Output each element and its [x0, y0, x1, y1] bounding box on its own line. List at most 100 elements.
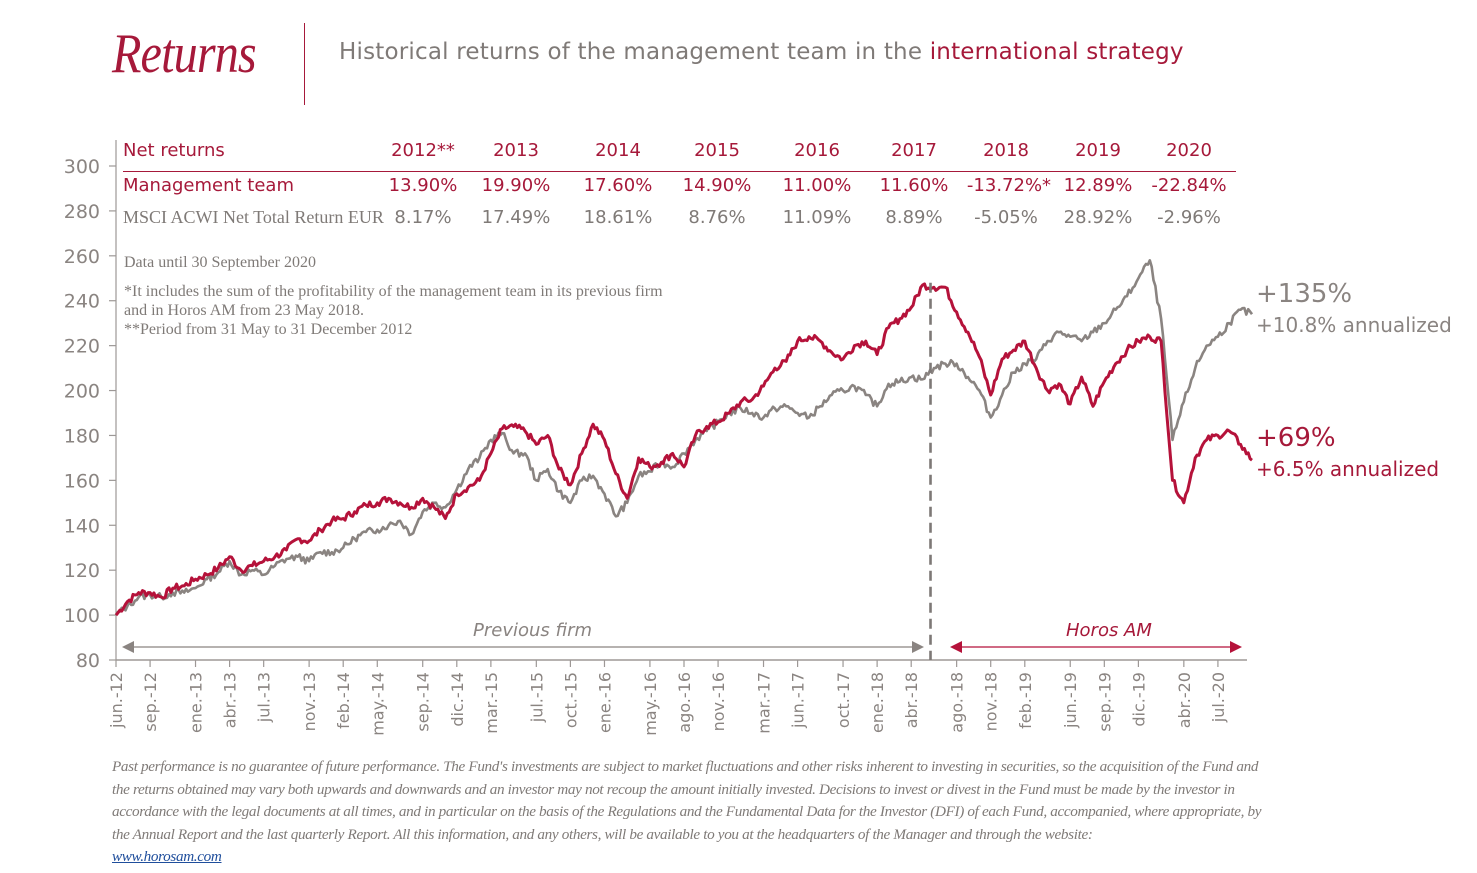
table-cell: 11.60% [879, 175, 949, 196]
arrow-left-icon [122, 641, 134, 653]
subtitle-highlight: international strategy [929, 39, 1184, 65]
x-tick-label: feb.-14 [334, 672, 353, 729]
table-cell: 11.00% [782, 175, 852, 196]
y-tick-label: 300 [64, 156, 100, 178]
table-cell: 28.92% [1063, 207, 1133, 228]
data-until-note: Data until 30 September 2020 [124, 254, 316, 271]
series-layer [114, 259, 1254, 617]
table-year: 2012** [391, 140, 455, 161]
x-tick-label: oct.-17 [834, 672, 853, 728]
horos-am-label: Horos AM [1066, 620, 1152, 641]
title-divider [304, 23, 305, 105]
table-cell: 12.89% [1063, 175, 1133, 196]
table-year: 2016 [794, 140, 840, 161]
previous-firm-label: Previous firm [473, 620, 593, 641]
table-header-label: Net returns [123, 140, 225, 161]
table-year: 2018 [983, 140, 1029, 161]
x-tick-label: abr.-18 [902, 672, 921, 728]
page-title: Returns [112, 23, 257, 85]
table-cell: -5.05% [974, 207, 1038, 228]
y-tick-label: 140 [64, 515, 100, 537]
returns-table-header: Net returns 2012** 2013 2014 2015 2016 2… [123, 140, 1236, 166]
x-tick-label: nov.-16 [709, 672, 728, 731]
x-tick-label: jul.-15 [527, 672, 546, 723]
row-label: MSCI ACWI Net Total Return EUR [123, 207, 384, 227]
y-tick-label: 160 [64, 470, 100, 492]
footnote-1-line-1: *It includes the sum of the profitabilit… [124, 283, 663, 300]
marker-layer [122, 282, 1242, 660]
x-tick-label: dic.-14 [448, 672, 467, 727]
y-axis: 80 100 120 140 160 180 200 220 240 260 280 300 [64, 140, 117, 672]
y-tick-label: 220 [64, 336, 100, 358]
table-cell: 19.90% [481, 175, 551, 196]
y-tick-label: 260 [64, 246, 100, 268]
footnote-2: **Period from 31 May to 31 December 2012 [124, 321, 413, 338]
table-cell: 18.61% [583, 207, 653, 228]
table-year: 2013 [493, 140, 539, 161]
subtitle-prefix: Historical returns of the management tea… [339, 39, 930, 65]
disclaimer-text: Past performance is no guarantee of futu… [112, 758, 1262, 843]
x-tick-label: ene.-16 [595, 672, 614, 733]
x-tick-label: mar.-17 [755, 672, 774, 734]
page-subtitle: Historical returns of the management tea… [339, 39, 1184, 65]
y-tick-label: 120 [64, 560, 100, 582]
x-tick-label: nov.-18 [982, 672, 1001, 731]
x-tick-label: sep.-19 [1095, 672, 1114, 732]
table-year: 2015 [694, 140, 740, 161]
x-tick-label: sep.-12 [141, 672, 160, 732]
table-year: 2019 [1075, 140, 1121, 161]
website-link[interactable]: www.horosam.com [112, 848, 222, 865]
y-tick-label: 240 [64, 291, 100, 313]
arrow-left-icon [950, 641, 962, 653]
series-line-msci [114, 259, 1254, 616]
x-tick-label: jul.-13 [255, 672, 274, 723]
mgmt-total-return-label: +69% [1256, 423, 1336, 453]
x-tick-label: jul.-20 [1209, 672, 1228, 723]
x-axis: jun.-12 sep.-12 ene.-13 abr.-13 jul.-13 nov.-… [107, 659, 1247, 736]
table-cell: 14.90% [682, 175, 752, 196]
table-row-management-team: Management team 13.90% 19.90% 17.60% 14.… [123, 175, 1236, 201]
x-tick-label: nov.-13 [300, 672, 319, 731]
y-tick-label: 280 [64, 201, 100, 223]
x-tick-label: ene.-13 [187, 672, 206, 733]
table-cell: 17.49% [481, 207, 551, 228]
table-cell: 11.09% [782, 207, 852, 228]
table-cell: 8.76% [688, 207, 746, 228]
disclaimer: Past performance is no guarantee of futu… [112, 756, 1262, 869]
x-tick-label: abr.-13 [221, 672, 240, 728]
table-row-msci: MSCI ACWI Net Total Return EUR 8.17% 17.… [123, 207, 1236, 233]
table-cell: 8.17% [394, 207, 452, 228]
x-tick-label: ago.-16 [675, 672, 694, 733]
table-year: 2017 [891, 140, 937, 161]
x-tick-label: jun.-19 [1061, 672, 1080, 729]
y-tick-label: 100 [64, 605, 100, 627]
table-cell: 8.89% [885, 207, 943, 228]
x-tick-label: mar.-15 [482, 672, 501, 734]
x-tick-label: may.-16 [641, 672, 660, 736]
mgmt-annualized-label: +6.5% annualized [1256, 457, 1440, 481]
arrow-right-icon [1230, 641, 1242, 653]
x-tick-label: jun.-17 [789, 672, 808, 729]
msci-total-return-label: +135% [1256, 279, 1353, 309]
table-cell: -2.96% [1157, 207, 1221, 228]
x-tick-label: jun.-12 [107, 672, 126, 729]
series-line-management-team [114, 282, 1253, 617]
x-tick-label: ago.-18 [948, 672, 967, 733]
x-tick-label: oct.-15 [561, 672, 580, 728]
chart-notes: Data until 30 September 2020 *It include… [124, 253, 663, 339]
footnote-1-line-2: and in Horos AM from 23 May 2018. [124, 302, 364, 319]
table-year: 2020 [1166, 140, 1212, 161]
table-cell: -13.72%* [966, 175, 1052, 196]
y-tick-label: 200 [64, 381, 100, 403]
table-cell: 17.60% [583, 175, 653, 196]
arrow-right-icon [912, 641, 924, 653]
x-tick-label: may.-14 [368, 672, 387, 736]
table-cell: -22.84% [1151, 175, 1227, 196]
x-tick-label: feb.-19 [1016, 672, 1035, 729]
y-tick-label: 80 [76, 650, 100, 672]
x-tick-label: abr.-20 [1175, 672, 1194, 728]
y-tick-label: 180 [64, 425, 100, 447]
row-label: Management team [123, 175, 294, 196]
table-rule [123, 171, 1236, 172]
